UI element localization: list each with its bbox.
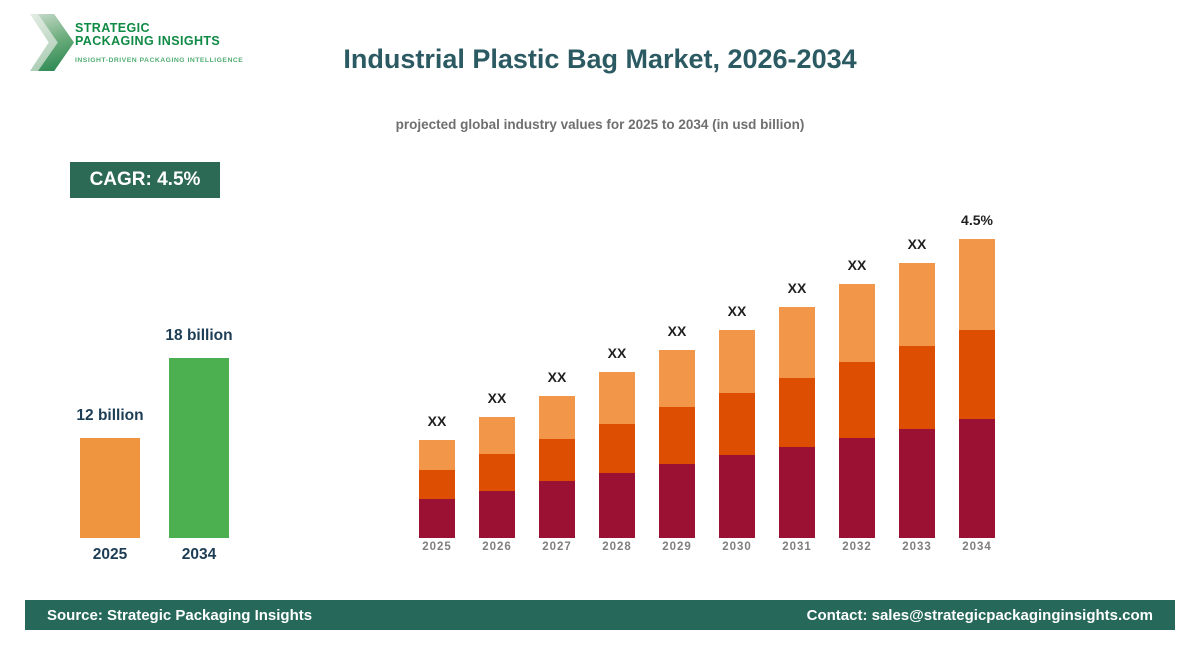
page-title: Industrial Plastic Bag Market, 2026-2034 [343,44,857,74]
summary-bar-column: 12 billion [76,407,144,538]
summary-bar-column: 18 billion [165,327,233,538]
summary-bar-value-label: 18 billion [165,327,233,344]
segment-middle [719,393,755,455]
stacked-bar-value-label: XX [667,323,687,339]
segment-top [599,372,635,424]
segment-bottom [719,455,755,538]
summary-bar-chart: 12 billion 18 billion [76,327,233,538]
segment-middle [599,424,635,473]
stacked-x-tick-label: 2030 [722,541,752,553]
stacked-bar-column: XX [899,236,935,538]
stacked-x-tick-label: 2026 [482,541,512,553]
stacked-x-tick-label: 2025 [422,541,452,553]
brand-logo: STRATEGIC PACKAGING INSIGHTS INSIGHT-DRI… [30,14,280,74]
footer-source: Source: Strategic Packaging Insights [47,606,313,624]
brand-name-line1: STRATEGIC [75,21,150,35]
stacked-x-tick-label: 2034 [962,541,992,553]
stacked-bar-value-label: XX [427,413,447,429]
stacked-bar-column: XX [539,369,575,538]
segment-middle [899,346,935,429]
stacked-bar-column: XX [479,390,515,538]
segment-bottom [959,419,995,538]
segment-bottom [599,473,635,538]
summary-bar-value-label: 12 billion [76,407,144,424]
stacked-x-tick-label: 2032 [842,541,872,553]
stacked-bar-value-label: XX [547,369,567,385]
summary-chart-x-axis: 2025 2034 [80,546,229,564]
summary-bar [80,438,140,538]
stacked-chart-x-axis: 2025 2026 2027 2028 2029 2030 2031 2032 2033 2034 [419,541,995,553]
footer-bar: Source: Strategic Packaging Insights Con… [25,600,1175,630]
segment-top [539,396,575,439]
stacked-bar-value-label: 4.5% [961,212,993,228]
stacked-bar-value-label: XX [847,257,867,273]
stacked-bar-column: XX [419,413,455,538]
chart-subtitle: projected global industry values for 202… [395,117,805,132]
segment-bottom [779,447,815,538]
stacked-bar-column: XX [659,323,695,538]
segment-top [479,417,515,454]
segment-middle [659,407,695,464]
stacked-bar-value-label: XX [907,236,927,252]
brand-tagline: INSIGHT-DRIVEN PACKAGING INTELLIGENCE [75,57,244,64]
stacked-bar-column: 4.5% [959,212,995,538]
summary-bar [169,358,229,538]
footer-contact: Contact: sales@strategicpackaginginsight… [806,606,1153,624]
segment-bottom [479,491,515,538]
stacked-bar-column: XX [839,257,875,538]
segment-bottom [659,464,695,538]
segment-middle [959,330,995,419]
segment-top [899,263,935,346]
brand-name-line2: PACKAGING INSIGHTS [75,34,221,48]
stacked-bar-value-label: XX [487,390,507,406]
stacked-bar-chart: XX XX XX XX XX XX XX XX XX 4.5% [419,200,995,538]
segment-middle [539,439,575,481]
segment-middle [419,470,455,499]
stacked-bar-column: XX [599,345,635,538]
stacked-x-tick-label: 2027 [542,541,572,553]
segment-top [719,330,755,393]
stacked-x-tick-label: 2029 [662,541,692,553]
segment-bottom [839,438,875,538]
cagr-badge: CAGR: 4.5% [70,162,220,198]
stacked-bar-value-label: XX [727,303,747,319]
stacked-bar-value-label: XX [607,345,627,361]
summary-x-tick-label: 2034 [181,546,217,563]
stacked-x-tick-label: 2033 [902,541,932,553]
segment-top [959,239,995,330]
segment-top [839,284,875,362]
segment-bottom [419,499,455,538]
segment-top [419,440,455,470]
segment-bottom [899,429,935,538]
segment-bottom [539,481,575,538]
segment-top [779,307,815,378]
segment-top [659,350,695,407]
segment-middle [779,378,815,447]
stacked-bar-column: XX [719,303,755,538]
stacked-x-tick-label: 2028 [602,541,632,553]
stacked-bar-value-label: XX [787,280,807,296]
summary-x-tick-label: 2025 [92,546,128,563]
stacked-bar-column: XX [779,280,815,538]
segment-middle [839,362,875,438]
brand-name: STRATEGIC PACKAGING INSIGHTS INSIGHT-DRI… [75,21,244,65]
stacked-x-tick-label: 2031 [782,541,812,553]
segment-middle [479,454,515,491]
